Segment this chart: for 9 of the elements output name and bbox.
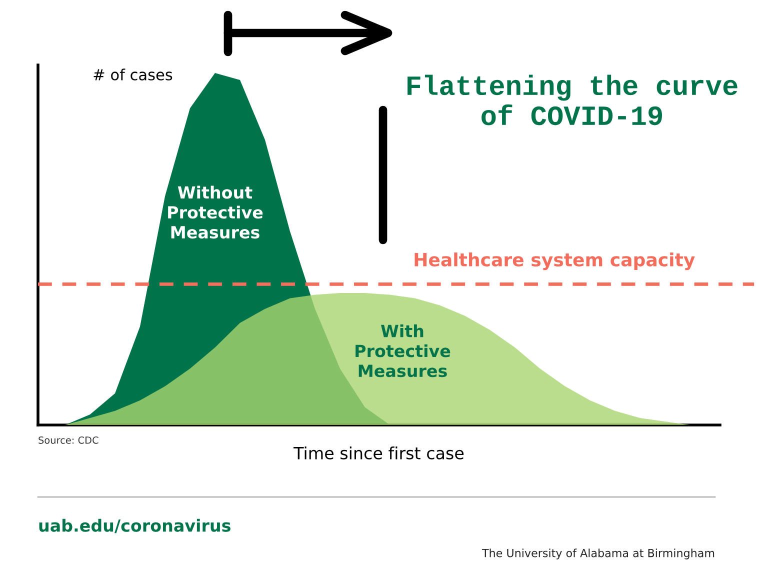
text: The University of Alabama at Birmingham: [482, 548, 714, 560]
y-axis-title: # of cases: [94, 68, 172, 80]
series-label: With Protective Measures: [356, 324, 450, 378]
chart-title: Flattening the curve of COVID-19: [408, 74, 738, 126]
text: uab.edu/coronavirus: [39, 518, 230, 534]
series-label: Without Protective Measures: [168, 186, 263, 239]
source-note: Source: CDC: [38, 436, 98, 444]
x-axis-title: Time since first case: [294, 446, 464, 460]
ref-line-label: Healthcare system capacity: [414, 252, 695, 270]
